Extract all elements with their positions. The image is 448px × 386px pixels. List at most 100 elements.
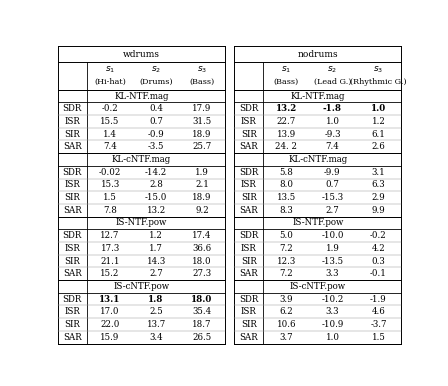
Text: $s_{2}$: $s_{2}$ [327,64,337,75]
Text: 1.2: 1.2 [149,231,163,240]
Text: 35.4: 35.4 [193,307,211,316]
Text: nodrums: nodrums [297,49,338,59]
Text: 1.0: 1.0 [325,117,340,126]
Text: ISR: ISR [241,117,257,126]
Text: 2.7: 2.7 [326,206,339,215]
Text: 18.7: 18.7 [192,320,212,329]
Text: 13.5: 13.5 [277,193,296,202]
Text: -3.7: -3.7 [370,320,387,329]
Text: 2.1: 2.1 [195,180,209,190]
Text: SIR: SIR [65,130,80,139]
Text: SIR: SIR [65,193,80,202]
Text: 1.0: 1.0 [371,104,386,113]
Text: 7.2: 7.2 [280,269,293,278]
Text: SAR: SAR [63,142,82,151]
Text: 21.1: 21.1 [100,257,120,266]
Text: 1.9: 1.9 [195,168,209,177]
Text: SIR: SIR [65,257,80,266]
Text: 10.6: 10.6 [277,320,296,329]
Text: 25.7: 25.7 [193,142,212,151]
Text: 3.1: 3.1 [371,168,385,177]
Text: 13.7: 13.7 [146,320,166,329]
Text: 9.9: 9.9 [371,206,385,215]
Text: 1.0: 1.0 [325,333,340,342]
Text: 3.4: 3.4 [149,333,163,342]
Text: 1.8: 1.8 [148,295,164,304]
Text: 15.9: 15.9 [100,333,120,342]
Text: (Rhythmic G.): (Rhythmic G.) [350,78,407,86]
Text: SIR: SIR [241,193,257,202]
Text: SDR: SDR [63,104,82,113]
Text: $s_{3}$: $s_{3}$ [197,64,207,75]
Text: -15.0: -15.0 [145,193,167,202]
Text: $s_{3}$: $s_{3}$ [373,64,383,75]
Text: 13.2: 13.2 [276,104,297,113]
Text: 1.7: 1.7 [149,244,163,253]
Text: SIR: SIR [241,320,257,329]
Text: SDR: SDR [239,168,258,177]
Text: ISR: ISR [241,307,257,316]
Text: IS-NTF.pow: IS-NTF.pow [116,218,167,227]
Text: -1.9: -1.9 [370,295,387,304]
Text: IS-cNTF.pow: IS-cNTF.pow [290,282,346,291]
Text: (Bass): (Bass) [274,78,299,86]
Text: (Drums): (Drums) [139,78,173,86]
Text: 31.5: 31.5 [193,117,212,126]
Text: SIR: SIR [241,257,257,266]
Text: 6.2: 6.2 [280,307,293,316]
Text: 3.7: 3.7 [280,333,293,342]
Text: 36.6: 36.6 [193,244,211,253]
Text: 6.3: 6.3 [372,180,385,190]
Text: 0.7: 0.7 [326,180,340,190]
Text: -0.1: -0.1 [370,269,387,278]
Text: (Hi-hat): (Hi-hat) [94,78,126,86]
Text: -3.5: -3.5 [148,142,164,151]
Text: 7.4: 7.4 [103,142,117,151]
Text: SDR: SDR [239,231,258,240]
Text: 1.5: 1.5 [103,193,117,202]
Text: SIR: SIR [65,320,80,329]
Text: IS-NTF.pow: IS-NTF.pow [292,218,344,227]
Text: 2.5: 2.5 [149,307,163,316]
Text: KL-cNTF.mag: KL-cNTF.mag [112,155,171,164]
Text: KL-cNTF.mag: KL-cNTF.mag [288,155,347,164]
Text: -1.8: -1.8 [323,104,342,113]
Text: -0.2: -0.2 [102,104,118,113]
Text: 15.3: 15.3 [100,180,120,190]
Text: SAR: SAR [239,206,258,215]
Text: 2.8: 2.8 [149,180,163,190]
Text: 1.4: 1.4 [103,130,117,139]
Text: $s_{1}$: $s_{1}$ [281,64,292,75]
Text: -14.2: -14.2 [145,168,167,177]
Text: SIR: SIR [241,130,257,139]
Text: ISR: ISR [65,117,80,126]
Text: $s_{2}$: $s_{2}$ [151,64,161,75]
Text: 7.4: 7.4 [326,142,339,151]
Text: 7.2: 7.2 [280,244,293,253]
Text: 3.3: 3.3 [326,269,339,278]
Text: SAR: SAR [239,333,258,342]
Text: -9.3: -9.3 [324,130,340,139]
Text: 0.4: 0.4 [149,104,163,113]
Text: SDR: SDR [239,104,258,113]
Text: ISR: ISR [65,244,80,253]
Text: 2.7: 2.7 [149,269,163,278]
Text: 2.6: 2.6 [371,142,385,151]
Text: 8.0: 8.0 [280,180,293,190]
Text: 18.9: 18.9 [192,193,212,202]
Text: -10.9: -10.9 [321,320,344,329]
Text: 7.8: 7.8 [103,206,117,215]
Text: 13.1: 13.1 [99,295,121,304]
Text: 24. 2: 24. 2 [276,142,297,151]
Text: 0.7: 0.7 [149,117,163,126]
Text: -0.2: -0.2 [370,231,387,240]
Text: 1.9: 1.9 [326,244,340,253]
Text: ISR: ISR [65,307,80,316]
Text: 17.3: 17.3 [100,244,120,253]
Text: 18.9: 18.9 [192,130,212,139]
Text: (Lead G.): (Lead G.) [314,78,351,86]
Text: KL-NTF.mag: KL-NTF.mag [291,91,345,100]
Text: SAR: SAR [63,206,82,215]
Text: wdrums: wdrums [123,49,160,59]
Text: SAR: SAR [239,269,258,278]
